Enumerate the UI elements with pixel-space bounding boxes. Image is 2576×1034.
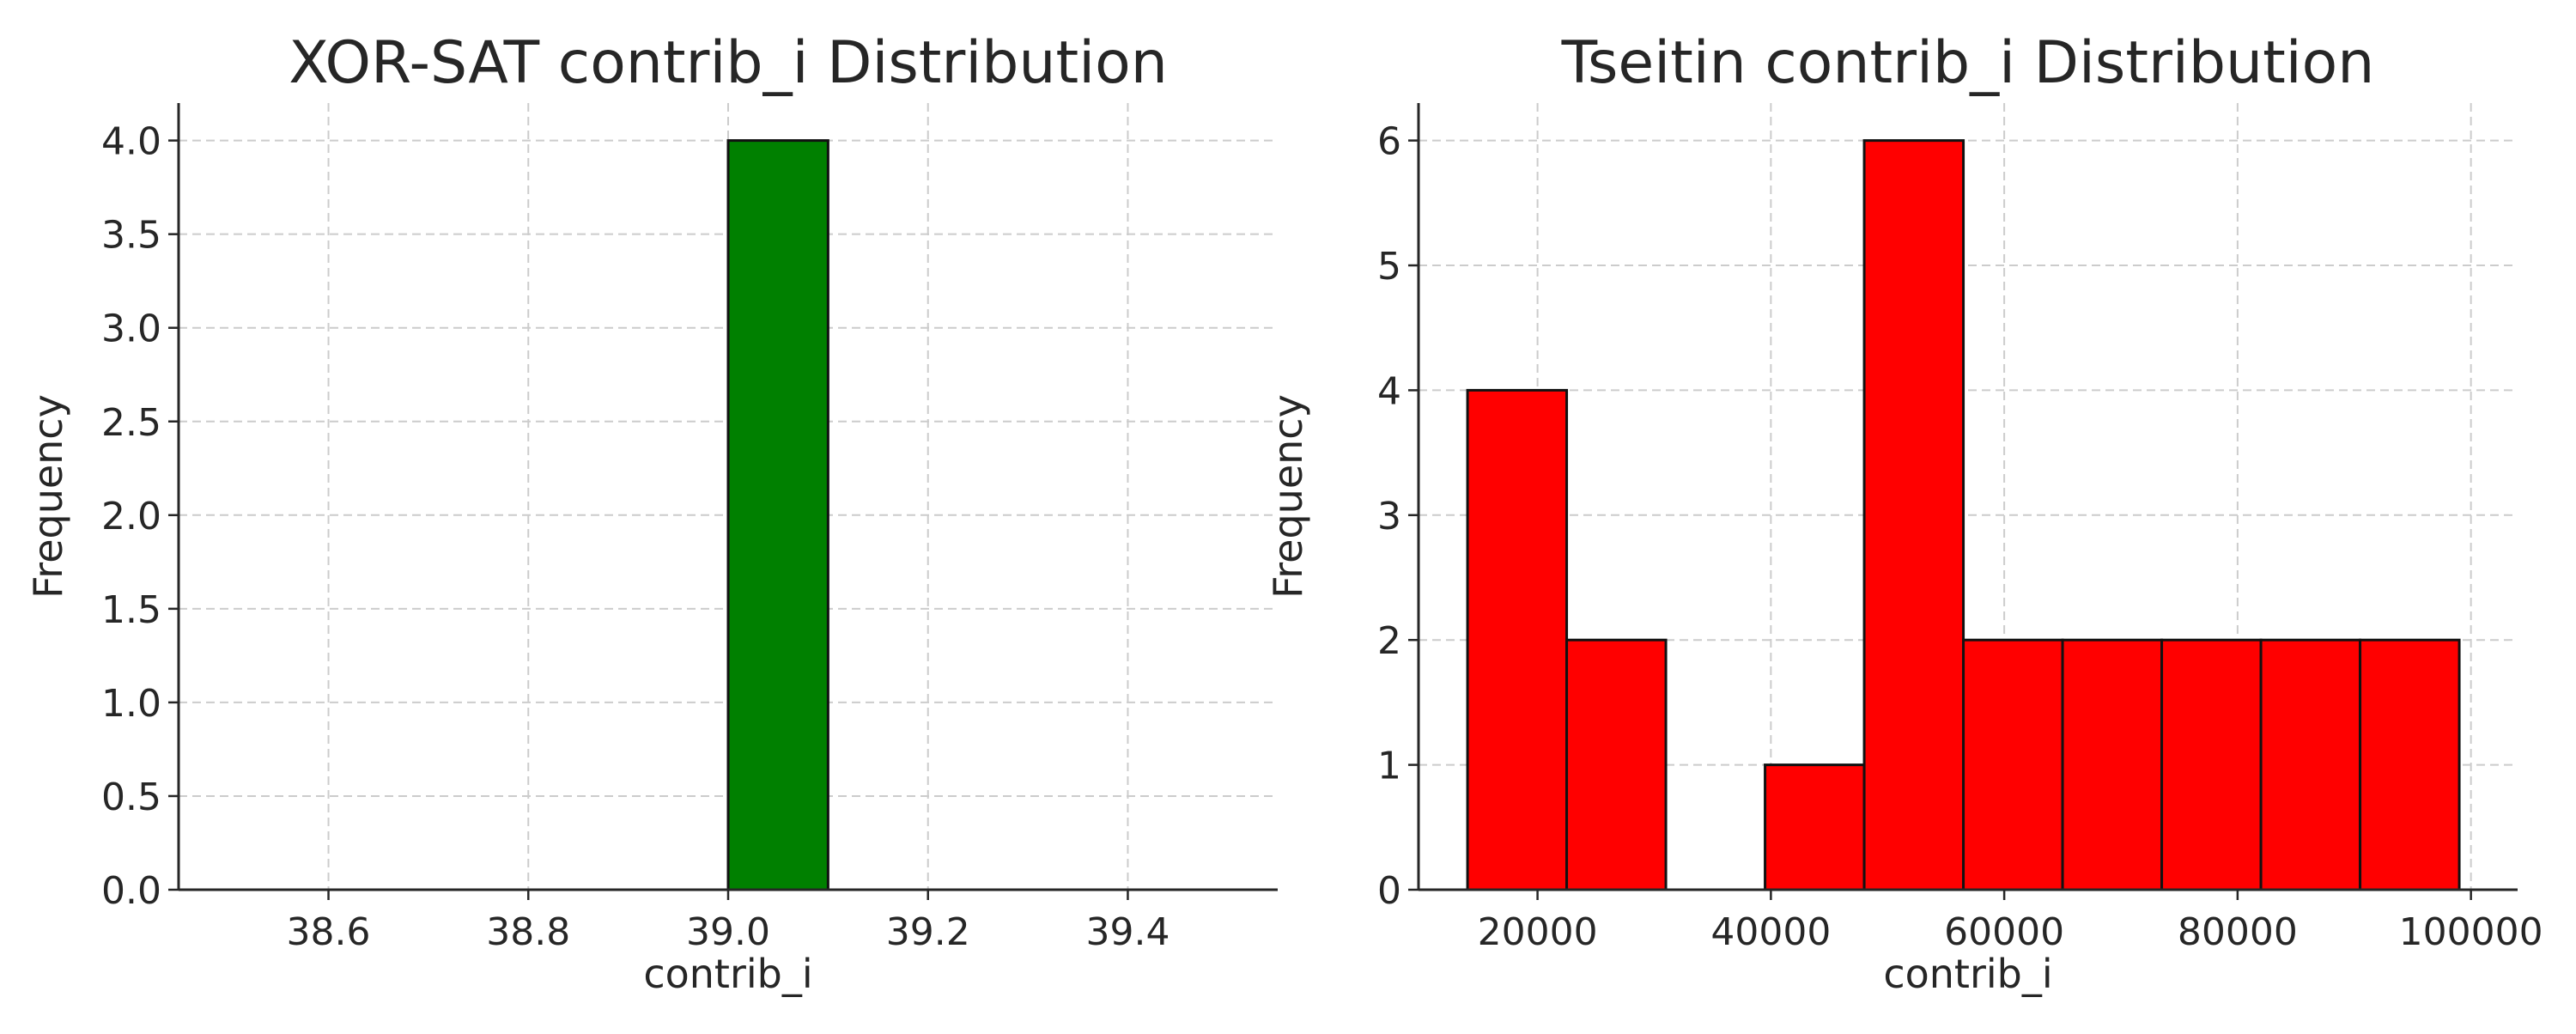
x-tick-label: 38.8 [486, 910, 570, 954]
y-tick-label: 0.0 [101, 869, 161, 913]
y-tick-label: 6 [1377, 120, 1401, 164]
y-tick-label: 1.5 [101, 588, 161, 632]
y-tick-label: 2.0 [101, 495, 161, 538]
x-tick-label: 40000 [1710, 910, 1831, 954]
histogram-bars [1466, 139, 2461, 891]
tick-labels: 20000 40000 60000 80000 100000 0 1 2 3 4 5 6 [1377, 120, 2543, 954]
xor-sat-histogram: 38.6 38.8 39.0 39.2 39.4 0.0 0.5 1.0 1.5 2.0 2.5 3.… [25, 29, 1278, 997]
chart-title: XOR-SAT contrib_i Distribution [289, 29, 1168, 97]
histogram-bar [2160, 638, 2263, 891]
histogram-bar [2359, 638, 2461, 891]
y-axis-label: Frequency [1265, 394, 1311, 599]
histogram-bars [726, 139, 829, 891]
histogram-bar [726, 139, 829, 891]
histogram-bar [1565, 638, 1668, 891]
x-tick-label: 20000 [1478, 910, 1598, 954]
x-tick-label: 80000 [2178, 910, 2298, 954]
tseitin-histogram: 20000 40000 60000 80000 100000 0 1 2 3 4 5 6 Tseiti… [1265, 29, 2543, 997]
y-tick-label: 5 [1377, 245, 1401, 289]
y-tick-label: 1 [1377, 745, 1401, 788]
y-tick-label: 3 [1377, 495, 1401, 538]
histogram-bar [1962, 638, 2064, 891]
y-tick-label: 3.5 [101, 214, 161, 258]
axes [1417, 103, 2518, 891]
tick-labels: 38.6 38.8 39.0 39.2 39.4 0.0 0.5 1.0 1.5 2.0 2.5 3.… [101, 120, 1170, 954]
x-tick-label: 60000 [1944, 910, 2064, 954]
x-tick-label: 38.6 [287, 910, 371, 954]
histogram-bar [2259, 638, 2362, 891]
histogram-bar [1862, 139, 1965, 891]
histogram-bar [2061, 638, 2164, 891]
y-axis-label: Frequency [25, 394, 71, 599]
x-axis-label: contrib_i [1883, 951, 2052, 997]
histogram-bar [1764, 763, 1866, 891]
x-tick-label: 39.0 [686, 910, 770, 954]
y-tick-label: 0 [1377, 869, 1401, 913]
chart-title: Tseitin contrib_i Distribution [1561, 29, 2375, 97]
histogram-bar [1466, 388, 1569, 891]
y-tick-label: 0.5 [101, 776, 161, 819]
y-tick-label: 4 [1377, 369, 1401, 413]
x-axis-label: contrib_i [643, 951, 812, 997]
x-tick-label: 39.2 [886, 910, 970, 954]
y-tick-label: 3.0 [101, 307, 161, 351]
y-tick-label: 2 [1377, 619, 1401, 663]
y-tick-label: 1.0 [101, 682, 161, 726]
y-tick-label: 2.5 [101, 401, 161, 445]
y-tick-label: 4.0 [101, 120, 161, 164]
x-tick-label: 100000 [2399, 910, 2543, 954]
x-tick-label: 39.4 [1085, 910, 1170, 954]
